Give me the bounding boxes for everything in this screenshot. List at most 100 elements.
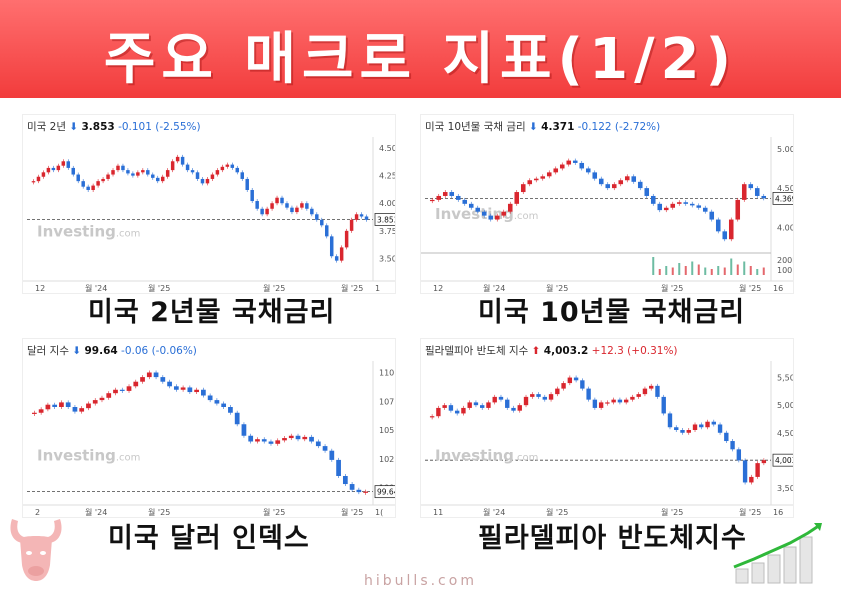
candle: [99, 397, 105, 401]
current-price-box: [374, 213, 395, 226]
price-change-pct: (-0.06%): [151, 345, 197, 357]
candle: [194, 389, 199, 393]
candle: [207, 395, 213, 401]
candle: [467, 402, 472, 408]
candle: [146, 170, 150, 175]
instrument-name: 달러 지수: [27, 345, 69, 357]
candle: [65, 402, 71, 407]
x-tick-label: 월 '24: [483, 283, 505, 293]
candle: [245, 178, 249, 190]
candle: [56, 165, 61, 171]
candle: [667, 413, 673, 428]
candle: [429, 416, 435, 418]
candle: [631, 176, 637, 182]
candle: [661, 396, 666, 414]
candle: [185, 164, 190, 171]
candle: [573, 377, 579, 381]
price-value: 3.853: [81, 121, 115, 133]
candle: [228, 407, 233, 413]
candle: [692, 424, 698, 430]
x-tick-label: 월 '24: [85, 507, 107, 517]
candle: [735, 199, 741, 220]
candle: [250, 189, 254, 202]
candle: [170, 161, 175, 171]
candle: [579, 162, 585, 169]
candle: [315, 441, 321, 447]
candle: [436, 195, 442, 200]
candle: [339, 247, 344, 261]
candle: [200, 178, 205, 184]
x-tick-label: 16: [773, 284, 783, 293]
candle: [260, 208, 264, 215]
candle: [676, 202, 682, 204]
candle: [533, 178, 539, 181]
arrow-down-icon: ⬇: [72, 345, 82, 357]
candle: [527, 180, 533, 185]
candle: [728, 219, 734, 240]
candle: [285, 203, 289, 208]
candle: [38, 409, 44, 413]
candle: [642, 388, 648, 395]
candle: [711, 421, 716, 425]
candle: [146, 372, 152, 378]
caption-us-2y: 미국 2년물 국채금리: [88, 297, 336, 328]
chart-header: 미국 2년 ⬇ 3.853 -0.101 (-2.55%): [27, 119, 201, 134]
candle: [449, 192, 455, 196]
instrument-name: 필라델피아 반도체 지수: [425, 345, 529, 357]
candle: [462, 199, 468, 204]
arrow-down-icon: ⬇: [69, 121, 79, 133]
volume-bar: [743, 261, 746, 275]
y-tick-label: 4.0000: [379, 199, 395, 208]
page-title: 주요 매크로 지표(1/2): [103, 27, 738, 92]
candle: [160, 377, 166, 382]
site-footer: hibulls.com: [364, 573, 477, 589]
candle: [356, 489, 362, 493]
candle: [133, 381, 139, 387]
candle: [113, 389, 118, 394]
y-tick-label: 5.0000: [777, 145, 793, 154]
caption-us-10y: 미국 10년물 국채금리: [478, 297, 746, 328]
candle: [241, 424, 247, 436]
watermark: Investing.com: [435, 446, 538, 464]
y-tick-label: 4,500: [777, 429, 793, 438]
candle: [59, 402, 64, 407]
candle: [96, 181, 100, 186]
candle: [555, 388, 560, 395]
volume-bar: [723, 267, 726, 275]
volume-bar: [665, 266, 668, 275]
x-tick-label: 2: [35, 508, 40, 517]
candle: [715, 219, 721, 232]
candle: [498, 396, 504, 400]
candle: [561, 383, 566, 389]
candle: [116, 165, 120, 171]
chart-us-10y: 5.0000 4.5000 4.0000 200k100.0k Investing.co…: [421, 137, 793, 293]
candle: [201, 389, 206, 396]
candle: [106, 174, 110, 179]
candle: [630, 396, 635, 400]
candle: [221, 403, 227, 407]
candle: [248, 435, 254, 442]
candle: [663, 207, 669, 211]
current-price-label: 99.64: [377, 488, 395, 497]
candle: [523, 396, 529, 406]
candle: [126, 170, 130, 174]
candle: [225, 164, 230, 167]
candle: [605, 402, 610, 404]
candle: [617, 399, 623, 403]
price-value: 99.64: [84, 345, 118, 357]
candle: [473, 402, 479, 406]
candle: [282, 438, 287, 441]
x-tick-label: 월 '25: [546, 507, 568, 517]
candle: [190, 170, 195, 173]
price-change-pct: (-2.72%): [614, 121, 661, 133]
candle: [644, 188, 650, 196]
candle: [45, 404, 51, 410]
volume-bar: [671, 267, 674, 275]
y-tick-label: 110.00: [379, 369, 395, 378]
candle: [637, 181, 643, 189]
current-price-box: [772, 192, 793, 205]
candle: [354, 214, 359, 220]
candle: [290, 207, 294, 213]
candle: [761, 195, 767, 199]
candle: [205, 178, 210, 184]
